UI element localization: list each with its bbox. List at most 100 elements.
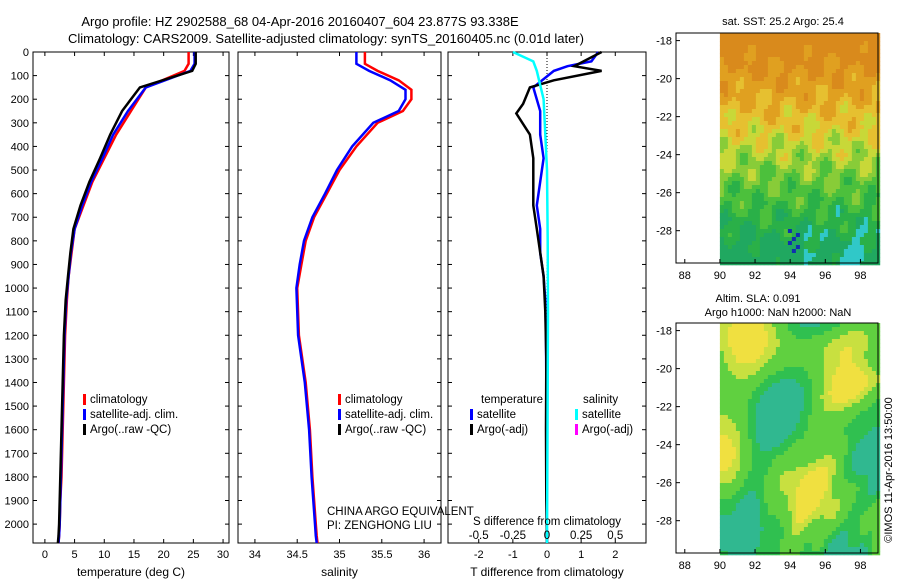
map-cell — [783, 69, 789, 74]
map-cell — [723, 451, 729, 456]
map-cell — [723, 547, 729, 552]
map-x-tick-label: 96 — [819, 560, 831, 572]
map-cell — [835, 185, 841, 190]
map-cell — [855, 57, 861, 62]
map-cell — [843, 399, 849, 404]
map-cell — [851, 507, 857, 512]
map-cell — [863, 145, 869, 150]
map-cell — [811, 455, 817, 460]
map-cell — [783, 217, 789, 222]
map-cell — [831, 129, 837, 134]
map-cell — [771, 351, 777, 356]
map-cell — [815, 85, 821, 90]
map-cell — [739, 73, 745, 78]
map-cell — [751, 447, 757, 452]
map-cell — [867, 479, 873, 484]
map-cell — [823, 133, 829, 138]
map-cell — [863, 133, 869, 138]
map-cell — [767, 519, 773, 524]
map-cell — [791, 169, 797, 174]
map-cell — [867, 81, 873, 86]
x-tick-label: 34 — [249, 549, 261, 561]
map-cell — [815, 495, 821, 500]
x-tick-label: 35 — [333, 549, 345, 561]
map-cell — [719, 543, 725, 548]
map-cell — [795, 93, 801, 98]
map-cell — [799, 133, 805, 138]
map-cell — [799, 69, 805, 74]
map-cell — [827, 121, 833, 126]
map-cell — [803, 117, 809, 122]
map-cell — [855, 467, 861, 472]
map-cell — [815, 543, 821, 548]
map-cell — [871, 229, 877, 234]
map-cell — [779, 149, 785, 154]
map-cell — [823, 411, 829, 416]
map-cell — [723, 109, 729, 114]
map-cell — [723, 331, 729, 336]
map-cell — [731, 45, 737, 50]
map-cell — [819, 503, 825, 508]
map-cell — [791, 177, 797, 182]
map-cell — [855, 157, 861, 162]
map-cell — [827, 49, 833, 54]
map-cell — [795, 503, 801, 508]
map-cell — [731, 491, 737, 496]
map-cell — [755, 249, 761, 254]
map-cell — [859, 471, 865, 476]
map-cell — [787, 57, 793, 62]
legend-label: Argo(-adj) — [477, 424, 528, 436]
map-cell — [751, 527, 757, 532]
map-x-tick-label: 90 — [714, 270, 726, 282]
map-cell — [827, 531, 833, 536]
map-cell — [779, 89, 785, 94]
map-cell — [851, 129, 857, 134]
map-cell — [763, 209, 769, 214]
map-cell — [843, 383, 849, 388]
map-cell — [803, 101, 809, 106]
map-cell — [803, 241, 809, 246]
map-cell — [723, 185, 729, 190]
map-cell — [751, 507, 757, 512]
map-cell — [739, 447, 745, 452]
map-cell — [803, 387, 809, 392]
map-cell — [775, 355, 781, 360]
map-cell — [719, 113, 725, 118]
map-cell — [763, 339, 769, 344]
map-cell — [771, 515, 777, 520]
map-cell — [735, 399, 741, 404]
map-cell — [755, 435, 761, 440]
map-cell — [787, 511, 793, 516]
map-cell — [743, 61, 749, 66]
map-cell — [743, 547, 749, 552]
map-cell — [775, 221, 781, 226]
map-cell — [731, 323, 737, 328]
map-cell — [783, 49, 789, 54]
map-cell — [775, 535, 781, 540]
map-cell — [803, 205, 809, 210]
map-cell — [767, 451, 773, 456]
map-cell — [819, 531, 825, 536]
map-cell — [871, 331, 877, 336]
map-cell — [719, 49, 725, 54]
map-cell — [775, 455, 781, 460]
map-cell — [839, 57, 845, 62]
map-cell — [775, 133, 781, 138]
map-cell — [747, 177, 753, 182]
map-cell — [835, 415, 841, 420]
map-cell — [751, 371, 757, 376]
map-cell — [723, 173, 729, 178]
map-cell — [819, 61, 825, 66]
map-cell — [771, 73, 777, 78]
map-cell — [795, 209, 801, 214]
map-cell — [867, 399, 873, 404]
map-cell — [871, 249, 877, 254]
map-cell — [807, 515, 813, 520]
map-cell — [839, 451, 845, 456]
map-cell — [743, 351, 749, 356]
map-cell — [803, 515, 809, 520]
map-cell — [851, 245, 857, 250]
map-cell — [783, 189, 789, 194]
map-cell — [863, 177, 869, 182]
map-cell — [855, 523, 861, 528]
